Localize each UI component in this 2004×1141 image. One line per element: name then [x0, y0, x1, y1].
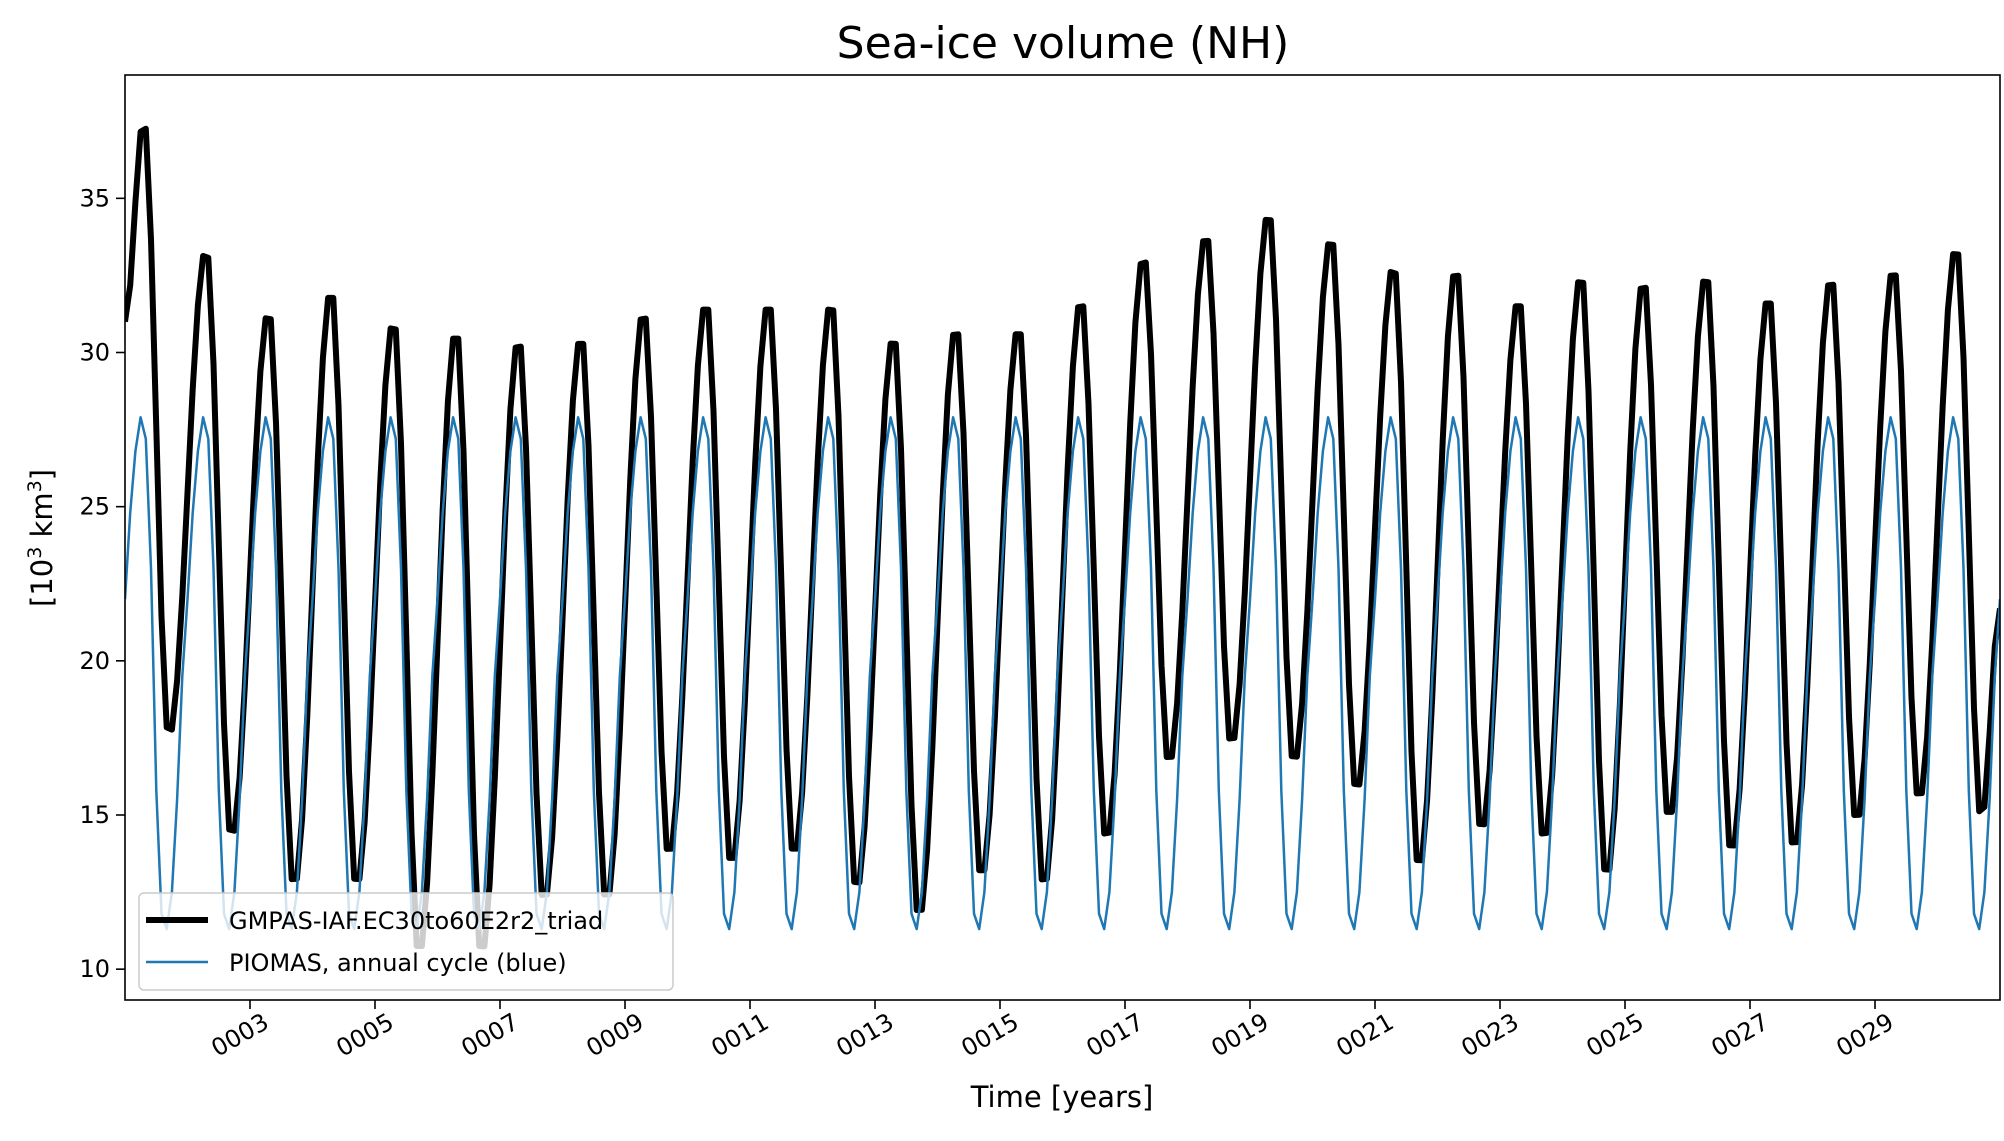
y-label-sup-1: 3	[24, 547, 46, 559]
legend: GMPAS-IAF.EC30to60E2r2_triad PIOMAS, ann…	[138, 892, 674, 991]
chart-title: Sea-ice volume (NH)	[837, 18, 1290, 69]
y-axis-ticks: 10 15 20 25 30 35	[79, 184, 125, 983]
series-layer	[125, 125, 2000, 950]
y-tick-label: 35	[79, 184, 110, 212]
legend-label-piomas: PIOMAS, annual cycle (blue)	[229, 949, 567, 977]
y-tick-label: 25	[79, 493, 110, 521]
y-tick-label: 20	[79, 647, 110, 675]
y-tick-label: 10	[79, 955, 110, 983]
x-axis-label: Time [years]	[970, 1080, 1154, 1114]
y-label-end: ]	[25, 469, 59, 480]
y-tick-label: 15	[79, 801, 110, 829]
series-line-piomas	[125, 416, 2000, 931]
legend-box	[138, 892, 674, 991]
y-label-sup-2: 3	[24, 480, 46, 492]
y-tick-label: 30	[79, 339, 110, 367]
plot-frame	[124, 74, 2001, 1001]
y-label-mid: km	[25, 492, 59, 546]
legend-label-model: GMPAS-IAF.EC30to60E2r2_triad	[229, 907, 603, 935]
y-axis-label: [103 km3]	[24, 469, 59, 607]
y-label-base: [10	[25, 559, 59, 607]
